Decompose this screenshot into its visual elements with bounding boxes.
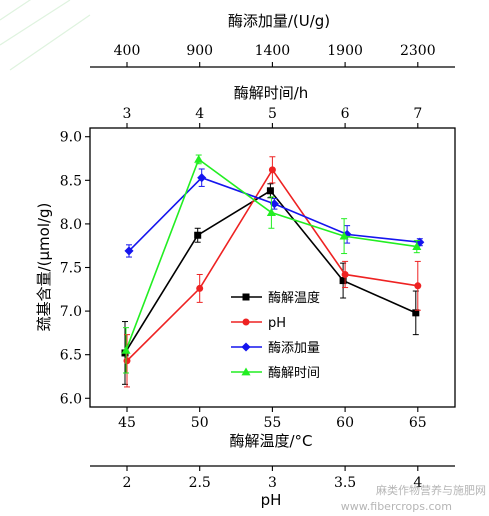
temperature-tick-label: 45 xyxy=(118,415,136,431)
temperature-tick-label: 50 xyxy=(191,415,209,431)
legend-label: pH xyxy=(268,316,286,331)
time-axis-ticks: 3 4 5 6 7 xyxy=(123,106,422,128)
data-point xyxy=(412,309,420,317)
data-point xyxy=(412,242,422,250)
temperature-axis-ticks: 45 50 55 60 65 xyxy=(118,407,427,431)
background-decoration xyxy=(0,0,91,71)
data-point xyxy=(266,208,276,216)
temperature-tick-label: 65 xyxy=(409,415,427,431)
dosage-tick-label: 1400 xyxy=(255,43,291,59)
dosage-tick-label: 400 xyxy=(114,43,141,59)
ph-tick-label: 3 xyxy=(268,475,277,491)
ph-tick-label: 3.5 xyxy=(334,475,356,491)
time-tick-label: 6 xyxy=(341,106,350,122)
data-point xyxy=(194,231,202,239)
ph-axis-ticks: 2 2.5 3 3.5 4 xyxy=(123,466,422,491)
data-point xyxy=(415,237,425,247)
time-tick-label: 7 xyxy=(413,106,422,122)
data-point xyxy=(196,284,204,292)
y-axis-title: 巯基含量/(μmol/g) xyxy=(35,203,53,332)
dosage-tick-label: 900 xyxy=(186,43,213,59)
y-tick-label: 7.0 xyxy=(60,304,82,320)
legend-marker xyxy=(242,293,250,301)
legend-marker xyxy=(242,318,250,326)
data-point xyxy=(121,345,131,354)
watermark-url: www.fibercrops.com xyxy=(341,500,452,513)
legend-marker xyxy=(241,342,251,352)
y-tick-label: 6.0 xyxy=(60,391,82,407)
ph-axis-title: pH xyxy=(261,491,282,509)
ph-tick-label: 4 xyxy=(413,475,422,491)
data-point xyxy=(124,246,134,256)
temperature-tick-label: 60 xyxy=(336,415,354,431)
time-tick-label: 5 xyxy=(268,106,277,122)
legend-label: 酶解时间 xyxy=(268,365,320,381)
y-axis-ticks: 6.0 6.5 7.0 7.5 8.0 8.5 9.0 xyxy=(60,130,90,407)
y-tick-label: 6.5 xyxy=(60,348,82,364)
temperature-tick-label: 55 xyxy=(263,415,281,431)
series-diamond xyxy=(124,168,425,258)
data-point xyxy=(341,270,349,278)
dosage-tick-label: 2300 xyxy=(400,43,436,59)
dosage-axis-ticks: 400 900 1400 1900 2300 xyxy=(114,43,436,67)
legend-label: 酶添加量 xyxy=(268,340,320,356)
data-point xyxy=(414,282,422,290)
time-tick-label: 3 xyxy=(123,106,132,122)
time-axis-title: 酶解时间/h xyxy=(234,84,309,102)
y-tick-label: 8.0 xyxy=(60,217,82,233)
y-tick-label: 9.0 xyxy=(60,130,82,146)
data-point xyxy=(194,154,204,163)
data-point xyxy=(123,357,131,365)
data-point xyxy=(342,229,352,239)
data-point xyxy=(339,277,347,285)
dosage-axis-title: 酶添加量/(U/g) xyxy=(228,12,330,30)
y-tick-label: 8.5 xyxy=(60,173,82,189)
data-point xyxy=(266,187,274,195)
ph-tick-label: 2.5 xyxy=(189,475,211,491)
series-layer xyxy=(121,154,425,388)
series-triangle xyxy=(121,154,422,374)
data-point xyxy=(339,231,349,240)
temperature-axis-title: 酶解温度/°C xyxy=(229,432,312,450)
y-tick-label: 7.5 xyxy=(60,261,82,277)
ph-tick-label: 2 xyxy=(123,475,132,491)
data-point xyxy=(197,173,207,183)
legend-label: 酶解温度 xyxy=(268,290,320,306)
dosage-tick-label: 1900 xyxy=(327,43,363,59)
legend-marker xyxy=(241,367,251,376)
watermark-text: 麻类作物营养与施肥网 xyxy=(376,483,486,497)
time-tick-label: 4 xyxy=(195,106,204,122)
data-point xyxy=(268,166,276,174)
series-circle xyxy=(123,156,422,388)
data-point xyxy=(269,199,279,209)
